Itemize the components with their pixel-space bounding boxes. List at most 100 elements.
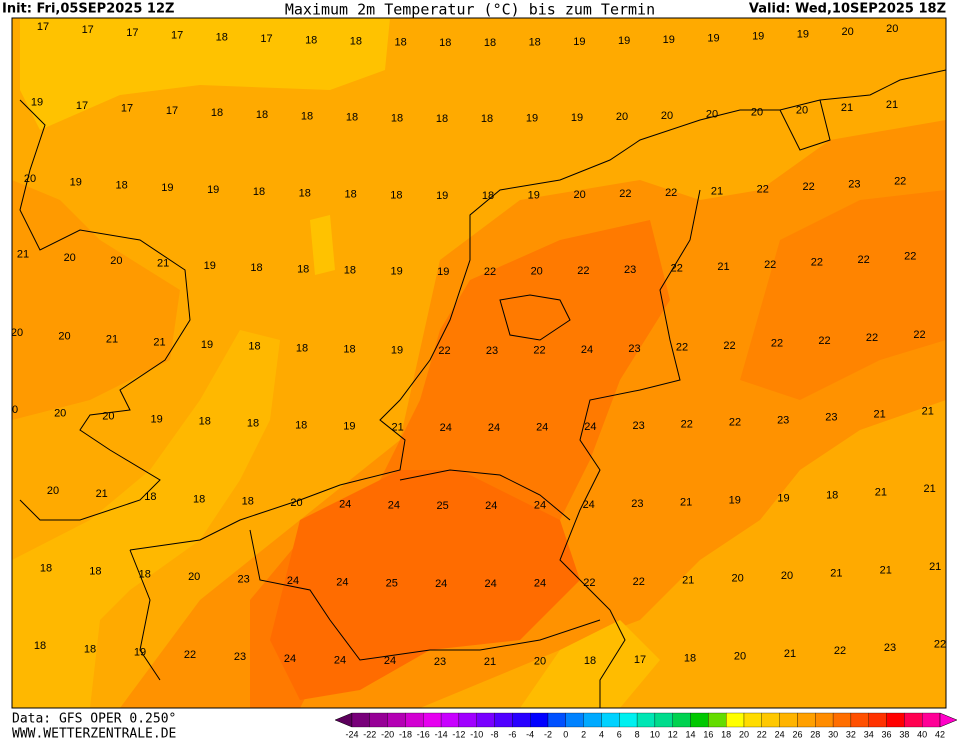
temperature-value: 18 bbox=[344, 265, 356, 277]
temperature-value: 19 bbox=[437, 266, 449, 278]
temperature-value: 20 bbox=[534, 656, 546, 668]
coastline bbox=[19, 99, 191, 521]
colorbar-arrow bbox=[939, 712, 958, 728]
temperature-value: 17 bbox=[171, 29, 183, 41]
temperature-value: 18 bbox=[295, 419, 307, 431]
temperature-value: 19 bbox=[161, 182, 173, 194]
temperature-value: 19 bbox=[707, 32, 719, 44]
colorbar-label: 42 bbox=[935, 729, 945, 739]
temperature-value: 17 bbox=[166, 105, 178, 117]
temperature-value: 18 bbox=[482, 190, 494, 202]
temperature-value: 18 bbox=[301, 110, 313, 122]
temperature-value: 18 bbox=[247, 418, 259, 430]
temperature-value: 24 bbox=[284, 653, 296, 665]
colorbar-label: 36 bbox=[882, 729, 892, 739]
colorbar-label: 30 bbox=[828, 729, 838, 739]
temperature-value: 22 bbox=[484, 266, 496, 278]
temperature-value: 20 bbox=[58, 331, 70, 343]
colorbar-swatch bbox=[458, 712, 477, 728]
site-label: WWW.WETTERZENTRALE.DE bbox=[12, 727, 176, 741]
colorbar-swatch bbox=[405, 712, 424, 728]
temperature-value: 21 bbox=[880, 564, 892, 576]
temperature-value: 18 bbox=[296, 342, 308, 354]
temperature-value: 22 bbox=[184, 649, 196, 661]
temperature-value: 17 bbox=[260, 33, 272, 45]
colorbar-arrow bbox=[334, 712, 353, 728]
temperature-value: 24 bbox=[536, 422, 548, 434]
init-label: Init: Fri,05SEP2025 12Z bbox=[2, 2, 174, 17]
temperature-value: 23 bbox=[628, 343, 640, 355]
temperature-value: 20 bbox=[661, 110, 673, 122]
temperature-value: 18 bbox=[344, 189, 356, 201]
temperature-value: 19 bbox=[797, 28, 809, 40]
temperature-value: 24 bbox=[581, 344, 593, 356]
temperature-value: 20 bbox=[102, 411, 114, 423]
temperature-value: 18 bbox=[89, 566, 101, 578]
temperature-value: 18 bbox=[684, 652, 696, 664]
colorbar-swatch bbox=[690, 712, 709, 728]
temperature-value: 23 bbox=[777, 414, 789, 426]
colorbar-label: -10 bbox=[470, 729, 483, 739]
temperature-value: 24 bbox=[584, 421, 596, 433]
colorbar-label: -20 bbox=[381, 729, 394, 739]
colorbar-label: -16 bbox=[417, 729, 430, 739]
temperature-value: 19 bbox=[526, 113, 538, 125]
temperature-value: 18 bbox=[84, 643, 96, 655]
temperature-value: 21 bbox=[391, 421, 403, 433]
data-source: Data: GFS OPER 0.250° bbox=[12, 712, 176, 727]
temperature-value: 22 bbox=[802, 181, 814, 193]
temperature-value: 23 bbox=[848, 178, 860, 190]
temperature-value: 23 bbox=[234, 651, 246, 663]
colorbar-swatch bbox=[565, 712, 584, 728]
temperature-value: 24 bbox=[484, 578, 496, 590]
colorbar-swatch bbox=[922, 712, 941, 728]
colorbar-label: 26 bbox=[792, 729, 802, 739]
temperature-value: 19 bbox=[343, 420, 355, 432]
temperature-value: 20 bbox=[886, 23, 898, 35]
temperature-value: 19 bbox=[729, 495, 741, 507]
temperature-value: 19 bbox=[663, 34, 675, 46]
temperature-value: 17 bbox=[76, 100, 88, 112]
colorbar-label: 6 bbox=[617, 729, 622, 739]
temperature-value: 22 bbox=[757, 183, 769, 195]
temperature-value: 21 bbox=[875, 487, 887, 499]
temperature-value: 19 bbox=[134, 646, 146, 658]
colorbar-label: 4 bbox=[599, 729, 604, 739]
cool-zone bbox=[12, 330, 280, 708]
temperature-value: 18 bbox=[390, 189, 402, 201]
temperature-value: 22 bbox=[583, 577, 595, 589]
temperature-value: 24 bbox=[384, 655, 396, 667]
colorbar-swatch bbox=[815, 712, 834, 728]
temperature-value: 18 bbox=[350, 36, 362, 48]
temperature-value: 25 bbox=[436, 500, 448, 512]
temperature-value: 22 bbox=[729, 417, 741, 429]
temperature-value: 22 bbox=[681, 418, 693, 430]
colorbar-label: -2 bbox=[544, 729, 552, 739]
lake bbox=[499, 294, 571, 341]
temperature-value: 21 bbox=[682, 574, 694, 586]
temperature-value: 23 bbox=[434, 656, 446, 668]
temperature-value: 20 bbox=[24, 173, 36, 185]
colorbar-swatch bbox=[601, 712, 620, 728]
colorbar-label: 12 bbox=[668, 729, 678, 739]
temperature-value: 20 bbox=[6, 404, 18, 416]
colorbar-label: 0 bbox=[563, 729, 568, 739]
temperature-value: 19 bbox=[528, 190, 540, 202]
cool-zone bbox=[20, 18, 390, 130]
temperature-value: 23 bbox=[486, 345, 498, 357]
temperature-value: 22 bbox=[577, 265, 589, 277]
temperature-value: 24 bbox=[534, 578, 546, 590]
colorbar-swatch bbox=[761, 712, 780, 728]
temperature-value: 22 bbox=[834, 645, 846, 657]
temperature-value: 23 bbox=[884, 642, 896, 654]
temperature-value: 21 bbox=[717, 261, 729, 273]
temperature-value: 20 bbox=[54, 407, 66, 419]
temperature-value: 21 bbox=[841, 102, 853, 114]
temperature-value: 18 bbox=[40, 562, 52, 574]
temperature-value: 23 bbox=[237, 573, 249, 585]
colorbar-label: -22 bbox=[363, 729, 376, 739]
map-frame bbox=[11, 17, 947, 709]
temperature-value: 20 bbox=[290, 497, 302, 509]
colorbar-swatch bbox=[369, 712, 388, 728]
